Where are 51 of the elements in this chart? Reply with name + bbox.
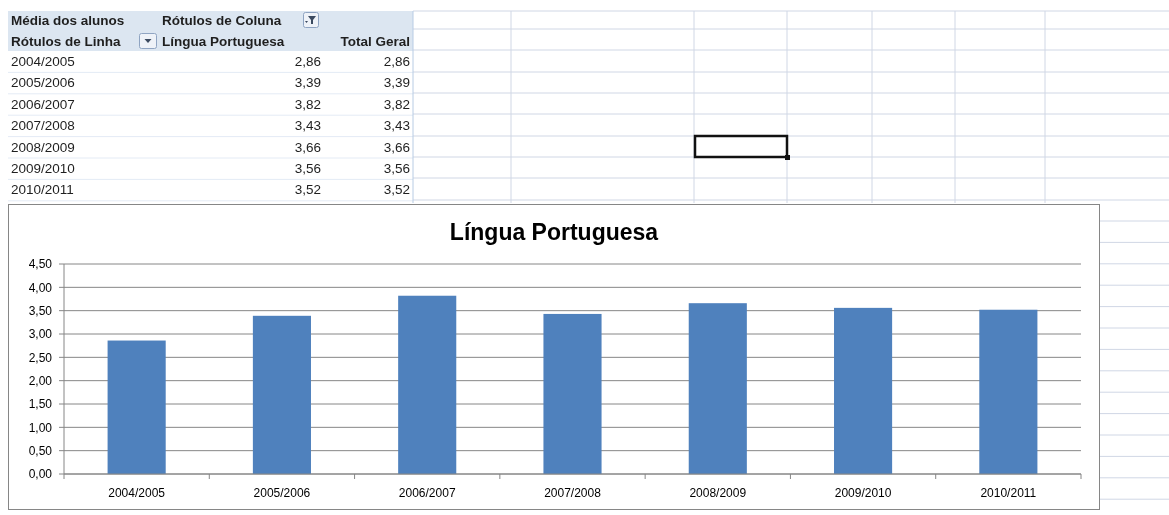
- y-tick-label: 1,00: [28, 420, 53, 435]
- text: Total Geral: [340, 34, 410, 49]
- text: 3,82: [383, 96, 410, 112]
- bar: [834, 307, 893, 474]
- bar: [543, 313, 602, 474]
- text: 3,66: [294, 139, 321, 155]
- text: 3,43: [294, 118, 321, 134]
- text: 2,86: [294, 54, 321, 69]
- x-tick-label: 2007/2008: [544, 486, 602, 500]
- y-tick-label: 1,50: [28, 397, 53, 412]
- x-tick-label: 2004/2005: [108, 486, 166, 500]
- text: 3,52: [294, 182, 321, 198]
- bar: [979, 309, 1038, 474]
- x-tick-label: 2008/2009: [689, 486, 747, 500]
- text: Rótulos de Coluna: [162, 13, 282, 28]
- text: 3,52: [383, 182, 410, 198]
- y-tick-label: 3,50: [28, 303, 53, 318]
- text: 3,39: [383, 75, 410, 91]
- text: 2,86: [383, 54, 410, 69]
- y-tick-label: 0,50: [28, 443, 53, 458]
- y-tick-label: 3,00: [28, 327, 53, 342]
- text: 2007/2008: [11, 118, 75, 134]
- bar: [688, 303, 747, 474]
- y-tick-label: 2,50: [28, 350, 53, 365]
- x-tick-label: 2006/2007: [398, 486, 456, 500]
- text: 2009/2010: [11, 161, 75, 176]
- text: 2006/2007: [11, 96, 75, 112]
- x-tick-label: 2005/2006: [253, 486, 311, 500]
- text: 3,39: [294, 75, 321, 91]
- text: Rótulos de Linha: [11, 34, 121, 49]
- text: 2008/2009: [11, 139, 75, 155]
- y-tick-label: 4,50: [28, 257, 53, 272]
- text: 3,66: [383, 139, 410, 155]
- text: 2010/2011: [11, 182, 74, 198]
- chart-title: Língua Portuguesa: [449, 219, 659, 245]
- bar: [252, 315, 311, 474]
- text: 3,82: [294, 96, 321, 112]
- bar: [107, 340, 166, 474]
- text: 3,56: [383, 161, 410, 176]
- text: 3,43: [383, 118, 410, 134]
- text: Língua Portuguesa: [162, 34, 285, 49]
- text: 2005/2006: [11, 75, 75, 91]
- text: Média dos alunos: [11, 13, 125, 28]
- text: 2004/2005: [11, 54, 75, 69]
- x-tick-label: 2009/2010: [834, 486, 892, 500]
- y-tick-label: 4,00: [28, 280, 53, 295]
- x-tick-label: 2010/2011: [980, 486, 1037, 500]
- bar: [398, 295, 457, 474]
- text: 3,56: [294, 161, 321, 176]
- y-tick-label: 2,00: [28, 373, 53, 388]
- y-tick-label: 0,00: [28, 467, 53, 482]
